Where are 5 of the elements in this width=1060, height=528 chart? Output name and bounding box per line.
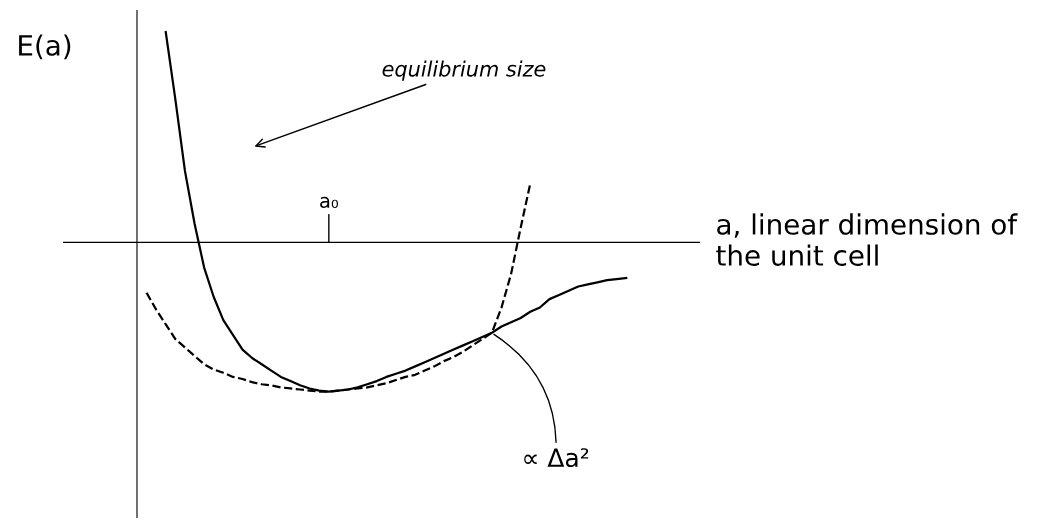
text: ∝ Δa² xyxy=(524,448,589,468)
annotation: a₀ xyxy=(320,196,339,209)
x-axis-title: a, linear dimension of the unit cell xyxy=(716,213,1018,266)
annotation: equilibrium size xyxy=(382,60,546,81)
y-axis-title: E(a) xyxy=(19,34,71,60)
